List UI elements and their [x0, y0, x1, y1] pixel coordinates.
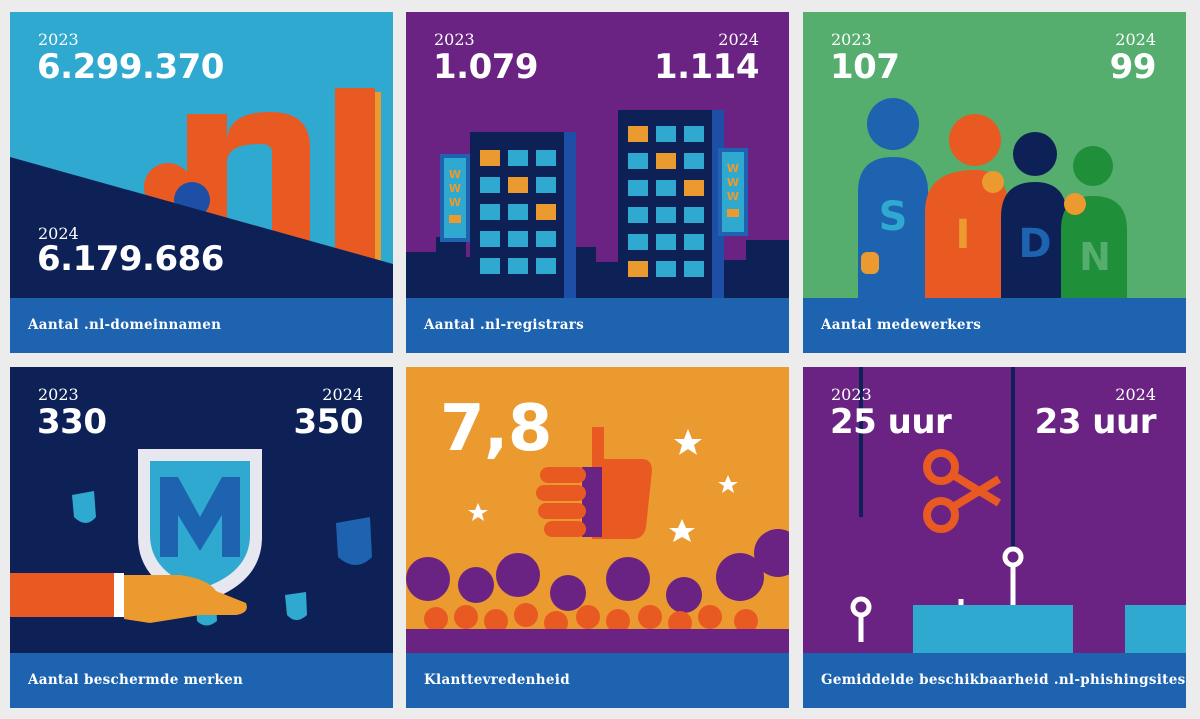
building-window [628, 126, 648, 142]
svg-text:W: W [449, 168, 461, 181]
building-window [656, 261, 676, 277]
year-2024-label: 2024 [1115, 30, 1156, 49]
year-2024-label: 2024 [1115, 385, 1156, 404]
year-2023-label: 2023 [38, 30, 79, 49]
value-2024: 350 [293, 402, 364, 442]
year-2023-label: 2023 [831, 30, 872, 49]
building-window [684, 153, 704, 169]
year-2023-label: 2023 [434, 30, 475, 49]
building-window [480, 204, 500, 220]
satisfaction-score: 7,8 [440, 392, 552, 466]
building-window [508, 204, 528, 220]
building-window [536, 258, 556, 274]
year-2023-label: 2023 [831, 385, 872, 404]
building-window [656, 126, 676, 142]
card-phishing-sites[interactable]: 2023 25 uur 2024 23 uur Gemiddelde besch… [803, 367, 1186, 708]
card-caption: Aantal .nl-registrars [406, 298, 789, 353]
building-window [508, 177, 528, 193]
card-caption: Klanttevredenheid [406, 653, 789, 708]
building-window [656, 207, 676, 223]
customer-satisfaction-illustration [406, 367, 789, 653]
value-2023: 330 [37, 402, 107, 442]
svg-text:W: W [727, 190, 739, 203]
building-window [628, 153, 648, 169]
person-i: I [925, 114, 1009, 298]
building-window [684, 234, 704, 250]
svg-text:D: D [1018, 221, 1051, 267]
card-protected-brands[interactable]: 2023 330 2024 350 Aantal beschermde merk… [10, 367, 393, 708]
building-window [628, 207, 648, 223]
card-caption: Aantal .nl-domeinnamen [10, 298, 393, 353]
building-window [480, 231, 500, 247]
crowd-illustration [406, 529, 789, 653]
stars-decoration [468, 429, 738, 542]
building-right-windows [628, 126, 704, 277]
value-2023: 1.079 [433, 47, 539, 87]
svg-text:W: W [449, 182, 461, 195]
building-window [480, 258, 500, 274]
svg-text:N: N [1079, 235, 1111, 279]
value-2023: 6.299.370 [37, 47, 224, 87]
card-customer-satisfaction[interactable]: 7,8 Klanttevredenheid [406, 367, 789, 708]
person-d: D [1001, 132, 1067, 298]
thumbs-up-illustration [536, 427, 652, 539]
svg-text:I: I [956, 212, 971, 258]
www-sign-right: W W W [718, 148, 748, 236]
building-left-windows [480, 150, 556, 274]
www-sign-left: W W W [440, 154, 470, 242]
building-window [508, 258, 528, 274]
phishing-sites-illustration [803, 367, 1186, 653]
svg-text:W: W [727, 176, 739, 189]
registrars-illustration: W W W W W W [406, 12, 789, 298]
building-window [628, 234, 648, 250]
building-window [480, 177, 500, 193]
building-window [684, 207, 704, 223]
person-s: S [858, 98, 928, 298]
building-window [628, 180, 648, 196]
building-window [536, 150, 556, 166]
scissors-illustration [923, 449, 1002, 533]
person-n: N [1061, 146, 1127, 298]
building-window [656, 180, 676, 196]
building-window [684, 126, 704, 142]
value-2023: 107 [830, 47, 900, 87]
svg-text:W: W [449, 196, 461, 209]
year-2024-label: 2024 [38, 224, 79, 243]
card-caption: Aantal medewerkers [803, 298, 1186, 353]
card-domain-names[interactable]: 2023 6.299.370 2024 6.179.686 Aantal .nl… [10, 12, 393, 353]
year-2024-label: 2024 [322, 385, 363, 404]
card-caption: Aantal beschermde merken [10, 653, 393, 708]
building-window [508, 231, 528, 247]
svg-text:W: W [727, 162, 739, 175]
year-2023-label: 2023 [38, 385, 79, 404]
protected-brands-illustration [10, 367, 393, 653]
card-registrars[interactable]: W W W W W W 2023 1.079 2024 1.114 Aantal… [406, 12, 789, 353]
building-window [536, 204, 556, 220]
building-window [656, 153, 676, 169]
value-2023: 25 uur [830, 402, 952, 442]
svg-text:S: S [879, 194, 908, 240]
building-window [536, 231, 556, 247]
value-2024: 99 [1109, 47, 1157, 87]
employees-illustration: S I D N [803, 12, 1186, 298]
card-caption: Gemiddelde beschikbaarheid .nl-phishings… [803, 653, 1186, 708]
value-2024: 23 uur [1034, 402, 1157, 442]
building-window [628, 261, 648, 277]
value-2024: 6.179.686 [37, 239, 224, 279]
building-window [536, 177, 556, 193]
domain-names-illustration [10, 12, 393, 298]
card-employees[interactable]: S I D N 2023 107 2024 99 Aantal medewerk… [803, 12, 1186, 353]
shield-logo [138, 449, 262, 603]
value-2024: 1.114 [653, 47, 760, 87]
building-window [684, 261, 704, 277]
hand-illustration [10, 573, 247, 623]
building-window [508, 150, 528, 166]
building-window [656, 234, 676, 250]
hanging-lines [859, 367, 1015, 547]
year-2024-label: 2024 [718, 30, 759, 49]
building-window [684, 180, 704, 196]
building-window [480, 150, 500, 166]
